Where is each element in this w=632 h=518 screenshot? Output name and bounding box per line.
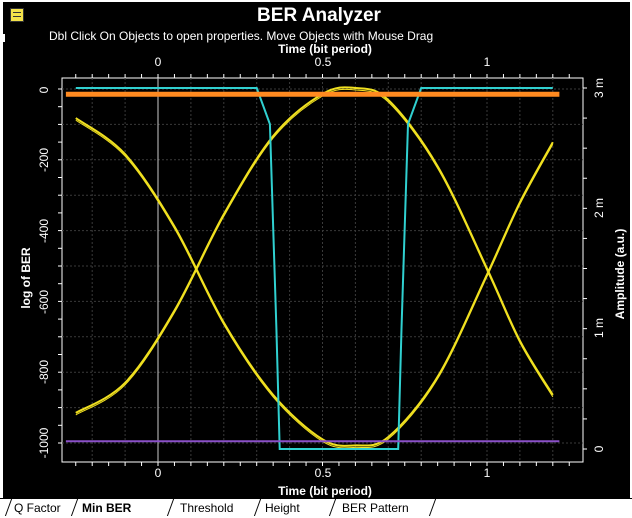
bottom-x-axis-label: Time (bit period) [278, 484, 372, 498]
right-y-axis: 3 m 2 m 1 m 0 [592, 78, 606, 452]
left-y-axis: 0 -200 -400 -600 -800 -1000 [37, 86, 51, 458]
left-tick-label: -600 [37, 290, 51, 314]
right-tick-label: 2 m [592, 198, 606, 218]
right-tick-label: 1 m [592, 318, 606, 338]
series-line [75, 86, 554, 414]
top-tick-label: 0.5 [315, 55, 332, 69]
right-tick-label: 3 m [592, 78, 606, 98]
tab-height[interactable]: Height [265, 501, 300, 515]
top-tick-label: 0 [155, 55, 162, 69]
tab-separator [253, 499, 262, 516]
bottom-x-axis: 0 0.5 1 [155, 466, 491, 480]
top-x-axis: 0 0.5 1 [155, 55, 491, 69]
left-tick-label: -400 [37, 219, 51, 243]
tab-separator [328, 499, 337, 516]
bottom-tick-label: 0 [155, 466, 162, 480]
right-tick-label: 0 [592, 445, 606, 452]
tab-separator [70, 499, 79, 516]
series-line-trace [75, 88, 554, 416]
grid [58, 74, 587, 466]
window-subtitle: Dbl Click On Objects to open properties.… [49, 29, 434, 43]
edge-marker [2, 34, 5, 42]
left-tick-label: -1000 [37, 427, 51, 458]
right-y-axis-label: Amplitude (a.u.) [613, 229, 627, 320]
tab-separator [4, 499, 13, 516]
tab-ber-pattern[interactable]: BER Pattern [342, 501, 409, 515]
left-tick-label: -800 [37, 360, 51, 384]
series-line-trace [75, 119, 554, 449]
left-tick-label: -200 [37, 148, 51, 172]
tab-threshold[interactable]: Threshold [180, 501, 234, 515]
window-title: BER Analyzer [257, 5, 381, 26]
left-y-axis-label: log of BER [19, 247, 33, 309]
data-lines [65, 86, 560, 450]
ber-chart[interactable]: Time (bit period) Time (bit period) log … [0, 0, 632, 498]
series-line [75, 117, 554, 447]
bottom-tick-label: 1 [484, 466, 491, 480]
top-tick-label: 1 [484, 55, 491, 69]
left-tick-label: 0 [37, 86, 51, 93]
tab-min-ber[interactable]: Min BER [82, 501, 132, 515]
tab-separator [166, 499, 175, 516]
top-x-axis-label: Time (bit period) [278, 42, 372, 56]
tab-bar: Q Factor Min BER Threshold Height BER Pa… [0, 498, 632, 518]
series-line [75, 87, 553, 450]
tab-separator [428, 499, 437, 516]
app-icon [10, 8, 24, 22]
bottom-tick-label: 0.5 [315, 466, 332, 480]
plot-area[interactable] [58, 74, 587, 466]
tab-q-factor[interactable]: Q Factor [14, 501, 61, 515]
